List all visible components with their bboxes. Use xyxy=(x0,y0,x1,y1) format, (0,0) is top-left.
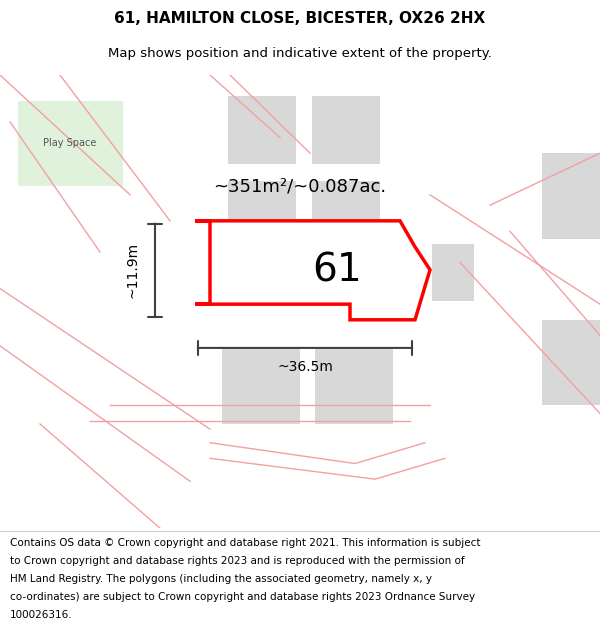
Bar xyxy=(18,101,123,186)
Text: Map shows position and indicative extent of the property.: Map shows position and indicative extent… xyxy=(108,48,492,61)
Text: ~36.5m: ~36.5m xyxy=(277,359,333,374)
Bar xyxy=(222,349,300,424)
Polygon shape xyxy=(195,221,430,320)
Bar xyxy=(432,244,474,301)
Text: 61, HAMILTON CLOSE, BICESTER, OX26 2HX: 61, HAMILTON CLOSE, BICESTER, OX26 2HX xyxy=(115,11,485,26)
Bar xyxy=(228,96,296,164)
Bar xyxy=(228,181,296,249)
Text: ~11.9m: ~11.9m xyxy=(126,242,140,298)
Bar xyxy=(312,181,380,249)
Text: Contains OS data © Crown copyright and database right 2021. This information is : Contains OS data © Crown copyright and d… xyxy=(10,538,481,548)
Bar xyxy=(312,96,380,164)
Text: ~351m²/~0.087ac.: ~351m²/~0.087ac. xyxy=(214,177,386,196)
Bar xyxy=(542,153,600,239)
Text: to Crown copyright and database rights 2023 and is reproduced with the permissio: to Crown copyright and database rights 2… xyxy=(10,556,465,566)
Bar xyxy=(542,320,600,405)
Text: Play Space: Play Space xyxy=(43,138,97,148)
Text: 61: 61 xyxy=(313,251,362,289)
Text: HM Land Registry. The polygons (including the associated geometry, namely x, y: HM Land Registry. The polygons (includin… xyxy=(10,574,432,584)
Bar xyxy=(315,349,393,424)
Text: co-ordinates) are subject to Crown copyright and database rights 2023 Ordnance S: co-ordinates) are subject to Crown copyr… xyxy=(10,592,475,602)
Text: 100026316.: 100026316. xyxy=(10,609,73,619)
